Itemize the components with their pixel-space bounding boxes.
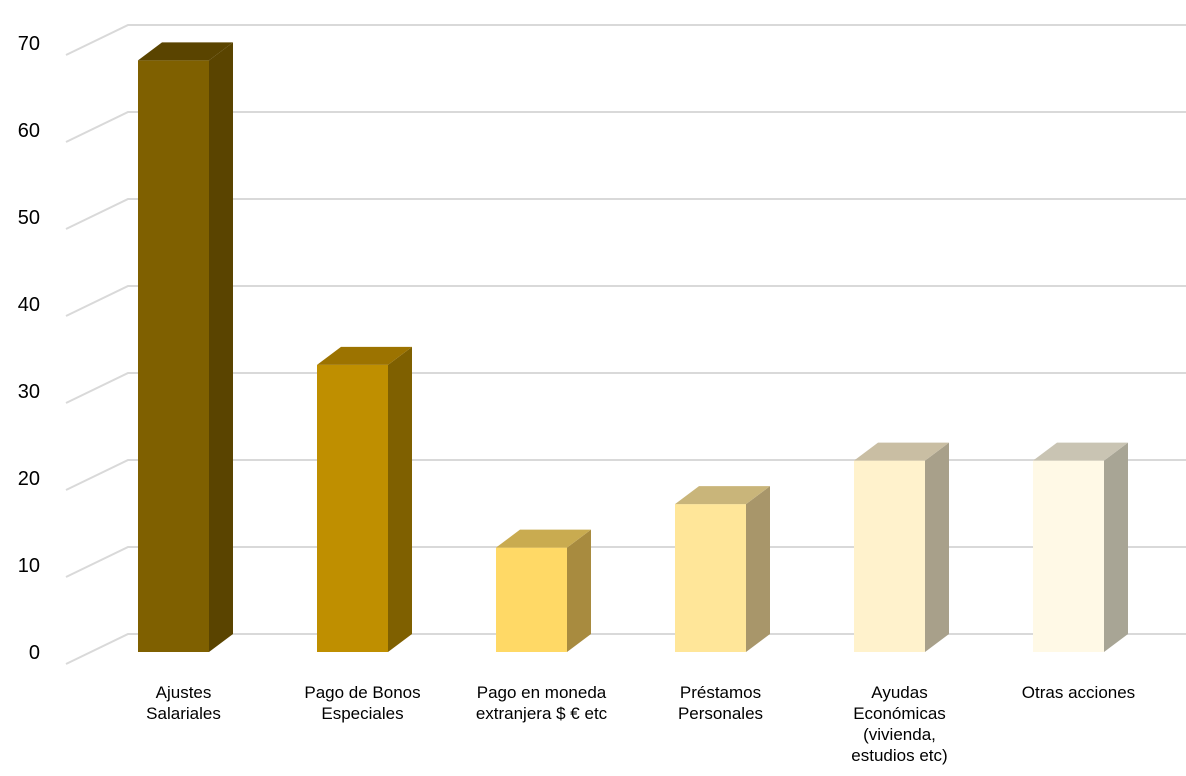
y-axis-ticks: 0 10 20 30 40 50 60 70: [18, 33, 40, 664]
gridline: [65, 24, 1186, 56]
bar-top: [138, 42, 233, 61]
gridline: [65, 546, 1186, 578]
bars: [138, 42, 1128, 652]
bar-top: [854, 442, 949, 461]
bar-front: [317, 364, 388, 652]
bar: [496, 529, 591, 652]
x-tick-label: Ayudas Económicas (vivienda, estudios etc): [851, 683, 947, 765]
gridline: [65, 372, 1186, 404]
x-tick-label: Ajustes Salariales: [146, 683, 221, 723]
bar: [1033, 442, 1128, 652]
x-tick-label: Pago de Bonos Especiales: [304, 683, 420, 723]
y-tick-label: 60: [18, 120, 40, 142]
bar: [675, 486, 770, 652]
gridline: [65, 198, 1186, 230]
y-tick-label: 10: [18, 555, 40, 577]
bar: [138, 42, 233, 652]
gridlines: [65, 24, 1186, 665]
gridline: [65, 111, 1186, 143]
y-tick-label: 20: [18, 468, 40, 490]
bar-top: [675, 486, 770, 505]
x-tick-label: Préstamos Personales: [678, 683, 763, 723]
gridline: [65, 633, 1186, 665]
bar-top: [496, 529, 591, 548]
bar-top: [317, 346, 412, 365]
gridline: [65, 285, 1186, 317]
bar-side: [209, 42, 233, 652]
bar-side: [925, 442, 949, 652]
gridline: [65, 459, 1186, 491]
bar-side: [1104, 442, 1128, 652]
x-tick-label: Otras acciones: [1022, 683, 1135, 702]
x-tick-label: Pago en moneda extranjera $ € etc: [476, 683, 608, 723]
bar-front: [675, 504, 746, 652]
bar-side: [567, 529, 591, 652]
y-tick-label: 40: [18, 294, 40, 316]
bar-side: [388, 346, 412, 652]
y-tick-label: 30: [18, 381, 40, 403]
y-tick-label: 0: [29, 642, 40, 664]
bar-front: [138, 60, 209, 652]
x-axis-labels: Ajustes Salariales Pago de Bonos Especiales…: [146, 683, 1135, 765]
bar: [854, 442, 949, 652]
y-tick-label: 70: [18, 33, 40, 55]
bar: [317, 346, 412, 652]
bar-front: [1033, 460, 1104, 652]
bar-front: [496, 547, 567, 652]
bar-front: [854, 460, 925, 652]
bar-top: [1033, 442, 1128, 461]
y-tick-label: 50: [18, 207, 40, 229]
bar-side: [746, 486, 770, 652]
